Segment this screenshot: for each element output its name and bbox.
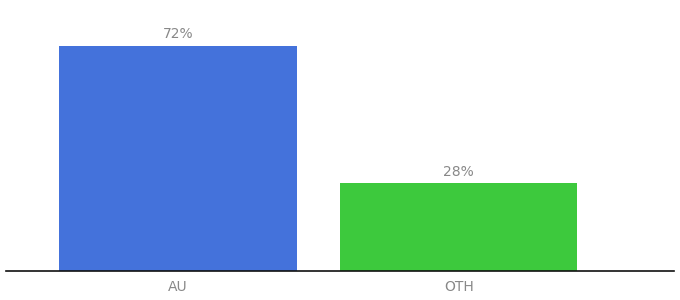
Text: 28%: 28% [443,165,474,179]
Bar [340,183,577,271]
Text: 72%: 72% [163,27,194,41]
Bar [59,46,297,271]
